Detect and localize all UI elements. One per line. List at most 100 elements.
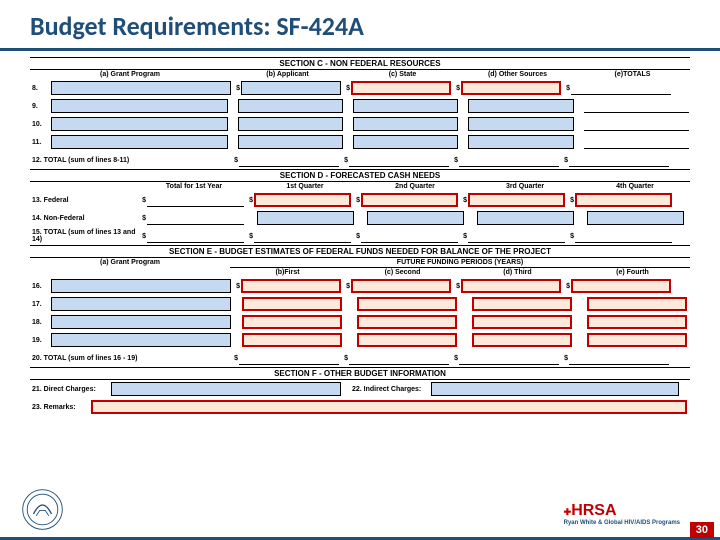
input-cell[interactable] — [51, 279, 231, 293]
calc-cell — [254, 229, 351, 243]
input-cell[interactable] — [242, 333, 342, 347]
input-cell[interactable] — [238, 99, 343, 113]
input-cell[interactable] — [477, 211, 574, 225]
dollar-sign: $ — [138, 197, 146, 204]
input-cell[interactable] — [468, 135, 573, 149]
input-cell[interactable] — [351, 279, 451, 293]
row-number: 19. — [30, 337, 50, 344]
calc-cell — [584, 135, 689, 149]
input-cell[interactable] — [51, 315, 231, 329]
section-c-row: 11. — [30, 133, 690, 151]
row-number: 10. — [30, 121, 50, 128]
col-header: (c) Second — [345, 268, 460, 277]
future-funding-header: FUTURE FUNDING PERIODS (YEARS) — [230, 258, 690, 268]
input-cell[interactable] — [472, 333, 572, 347]
dollar-sign: $ — [560, 355, 568, 362]
input-cell[interactable] — [51, 297, 231, 311]
section-e-total: 20. TOTAL (sum of lines 16 - 19) $ $ $ $ — [30, 349, 690, 367]
calc-cell — [459, 153, 559, 167]
col-header: (d) Other Sources — [460, 70, 575, 79]
input-cell[interactable] — [51, 81, 231, 95]
input-cell[interactable] — [238, 117, 343, 131]
input-cell[interactable] — [351, 81, 451, 95]
section-c-row: 10. — [30, 115, 690, 133]
calc-cell — [239, 351, 339, 365]
section-e-row: 17. — [30, 295, 690, 313]
col-header: (a) Grant Program — [30, 258, 230, 268]
total-label: 12. TOTAL (sum of lines 8-11) — [30, 157, 230, 164]
input-cell[interactable] — [353, 117, 458, 131]
input-cell[interactable] — [468, 117, 573, 131]
input-cell[interactable] — [587, 333, 687, 347]
indirect-charges-label: 22. Indirect Charges: — [350, 386, 430, 393]
dollar-sign: $ — [459, 197, 467, 204]
row-number: 17. — [30, 301, 50, 308]
input-cell[interactable] — [111, 382, 341, 396]
input-cell[interactable] — [242, 297, 342, 311]
input-cell[interactable] — [431, 382, 679, 396]
calc-cell — [349, 153, 449, 167]
input-cell[interactable] — [468, 99, 573, 113]
section-d-col-headers: Total for 1st Year 1st Quarter 2nd Quart… — [30, 182, 690, 191]
input-cell[interactable] — [461, 81, 561, 95]
input-cell[interactable] — [51, 117, 228, 131]
input-cell[interactable] — [357, 297, 457, 311]
section-e-row: 16. $ $ $ $ — [30, 277, 690, 295]
dollar-sign: $ — [452, 85, 460, 92]
input-cell[interactable] — [587, 211, 684, 225]
input-cell[interactable] — [241, 81, 341, 95]
input-cell[interactable] — [238, 135, 343, 149]
input-cell[interactable] — [461, 279, 561, 293]
dollar-sign: $ — [245, 233, 253, 240]
col-header: (a) Grant Program — [30, 70, 230, 79]
col-header: 1st Quarter — [250, 182, 360, 191]
input-cell[interactable] — [257, 211, 354, 225]
col-header: (c) State — [345, 70, 460, 79]
input-cell[interactable] — [587, 297, 687, 311]
col-header: (e)TOTALS — [575, 70, 690, 79]
dollar-sign: $ — [232, 85, 240, 92]
input-cell[interactable] — [472, 297, 572, 311]
dollar-sign: $ — [566, 233, 574, 240]
input-cell[interactable] — [242, 315, 342, 329]
dollar-sign: $ — [352, 197, 360, 204]
dollar-sign: $ — [340, 157, 348, 164]
input-cell[interactable] — [51, 135, 228, 149]
calc-cell — [147, 193, 244, 207]
calc-cell — [349, 351, 449, 365]
input-cell[interactable] — [472, 315, 572, 329]
input-cell[interactable] — [241, 279, 341, 293]
input-cell[interactable] — [353, 135, 458, 149]
input-cell[interactable] — [367, 211, 464, 225]
page-title: Budget Requirements: SF-424A — [0, 0, 720, 48]
dollar-sign: $ — [342, 85, 350, 92]
row-label: 14. Non-Federal — [30, 215, 138, 222]
calc-cell — [361, 229, 458, 243]
dollar-sign: $ — [245, 197, 253, 204]
input-cell[interactable] — [587, 315, 687, 329]
input-cell[interactable] — [361, 193, 458, 207]
section-f-header: SECTION F - OTHER BUDGET INFORMATION — [30, 367, 690, 380]
input-cell[interactable] — [254, 193, 351, 207]
input-cell[interactable] — [51, 333, 231, 347]
input-cell[interactable] — [51, 99, 228, 113]
dollar-sign: $ — [452, 283, 460, 290]
row-label: 13. Federal — [30, 197, 138, 204]
input-cell[interactable] — [575, 193, 672, 207]
input-cell[interactable] — [91, 400, 687, 414]
total-label: 15. TOTAL (sum of lines 13 and 14) — [30, 229, 138, 243]
remarks-label: 23. Remarks: — [30, 404, 90, 411]
title-rule — [0, 48, 720, 51]
input-cell[interactable] — [357, 333, 457, 347]
hrsa-logo: ✚HRSA Ryan White & Global HIV/AIDS Progr… — [564, 502, 680, 526]
hrsa-subtitle: Ryan White & Global HIV/AIDS Programs — [564, 520, 680, 526]
section-e-top-headers: (a) Grant Program FUTURE FUNDING PERIODS… — [30, 258, 690, 268]
input-cell[interactable] — [571, 279, 671, 293]
input-cell[interactable] — [468, 193, 565, 207]
input-cell[interactable] — [357, 315, 457, 329]
row-number: 9. — [30, 103, 50, 110]
dollar-sign: $ — [342, 283, 350, 290]
dollar-sign: $ — [138, 215, 146, 222]
input-cell[interactable] — [353, 99, 458, 113]
col-header: 3rd Quarter — [470, 182, 580, 191]
